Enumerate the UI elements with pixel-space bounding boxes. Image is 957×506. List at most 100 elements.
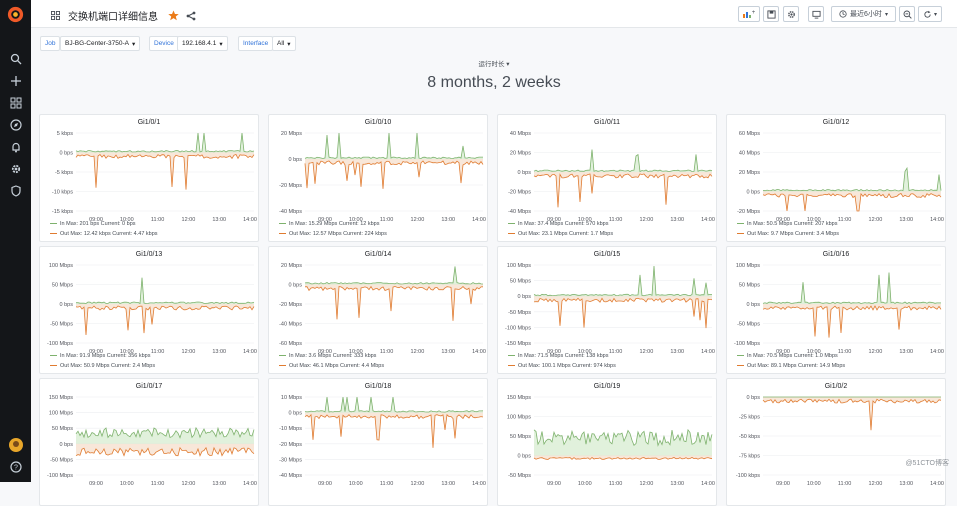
legend-in[interactable]: In Max: 201 bps Current: 0 bps (50, 221, 136, 227)
in-series-line (305, 133, 483, 159)
in-series-line (76, 133, 254, 152)
legend-out-text: Out Max: 12.42 kbps Current: 4.47 kbps (60, 231, 158, 237)
legend-out[interactable]: Out Max: 12.42 kbps Current: 4.47 kbps (50, 231, 158, 237)
shield-icon[interactable] (7, 182, 24, 199)
legend-in[interactable]: In Max: 50.5 Mbps Current: 207 kbps (737, 221, 838, 227)
y-tick-label: -20 Mbps (279, 183, 302, 189)
y-tick-label: 10 Mbps (281, 395, 302, 401)
zoom-out-button[interactable] (899, 6, 915, 22)
panel-title[interactable]: Gi1/0/13 (40, 251, 258, 258)
search-icon[interactable] (7, 50, 24, 67)
dashboard-title-text[interactable]: 交换机端口详细信息 (68, 8, 158, 23)
x-tick-label: 13:00 (670, 217, 684, 223)
y-tick-label: 100 Mbps (49, 411, 73, 417)
tv-mode-button[interactable] (808, 6, 824, 22)
legend-out[interactable]: Out Max: 50.9 Mbps Current: 2.4 Mbps (50, 363, 155, 369)
in-legend-swatch (508, 223, 515, 225)
legend-in-text: In Max: 50.5 Mbps Current: 207 kbps (747, 221, 838, 227)
panel-title[interactable]: Gi1/0/18 (269, 383, 487, 390)
out-series-line (763, 306, 941, 338)
legend-in[interactable]: In Max: 71.5 Mbps Current: 138 kbps (508, 353, 609, 359)
y-tick-label: -100 Mbps (734, 341, 760, 347)
add-panel-button[interactable]: + (738, 6, 760, 22)
legend-out[interactable]: Out Max: 89.1 Mbps Current: 14.9 Mbps (737, 363, 845, 369)
panel-title[interactable]: Gi1/0/15 (498, 251, 716, 258)
legend-out-text: Out Max: 100.1 Mbps Current: 974 kbps (518, 363, 616, 369)
panel-title[interactable]: Gi1/0/17 (40, 383, 258, 390)
legend-in[interactable]: In Max: 70.5 Mbps Current: 1.0 Mbps (737, 353, 838, 359)
save-dashboard-button[interactable] (763, 6, 779, 22)
in-series-line (76, 278, 254, 304)
out-legend-swatch (279, 233, 286, 235)
share-icon[interactable] (186, 11, 196, 21)
dashboard-title[interactable]: 交换机端口详细信息 (51, 8, 196, 23)
y-tick-label: 40 Mbps (739, 151, 760, 157)
legend-out[interactable]: Out Max: 12.57 Mbps Current: 224 kbps (279, 231, 387, 237)
variable-select-device[interactable]: 192.168.4.1 ▾ (177, 36, 228, 51)
panel-title[interactable]: Gi1/0/11 (498, 119, 716, 126)
chevron-down-icon: ▾ (287, 40, 290, 48)
refresh-button[interactable]: ▾ (918, 6, 942, 22)
gear-icon[interactable] (7, 160, 24, 177)
legend-in[interactable]: In Max: 3.6 Mbps Current: 333 kbps (279, 353, 376, 359)
plus-icon[interactable] (7, 72, 24, 89)
legend-in-text: In Max: 15.29 Mbps Current: 12 kbps (289, 221, 380, 227)
in-series-area (534, 150, 712, 173)
x-tick-label: 13:00 (899, 349, 913, 355)
y-tick-label: 0 bps (60, 442, 74, 448)
panel-title[interactable]: Gi1/0/14 (269, 251, 487, 258)
time-range-label: 最近6小时 (850, 9, 882, 19)
panel-title[interactable]: Gi1/0/10 (269, 119, 487, 126)
in-series-area (305, 133, 483, 159)
legend-out[interactable]: Out Max: 9.7 Mbps Current: 3.4 Mbps (737, 231, 839, 237)
legend-out[interactable]: Out Max: 100.1 Mbps Current: 974 kbps (508, 363, 616, 369)
y-tick-label: -30 Mbps (279, 457, 302, 463)
legend-in[interactable]: In Max: 15.29 Mbps Current: 12 kbps (279, 221, 380, 227)
avatar[interactable] (7, 436, 24, 453)
grafana-logo-icon[interactable] (6, 5, 25, 24)
variable-select-interface[interactable]: All ▾ (272, 36, 296, 51)
help-icon[interactable]: ? (7, 458, 24, 475)
legend-out[interactable]: Out Max: 46.1 Mbps Current: 4.4 Mbps (279, 363, 384, 369)
variable-value-job: BJ-BG-Center-3750-A (65, 40, 129, 47)
panel-title[interactable]: Gi1/0/19 (498, 383, 716, 390)
y-tick-label: 0 bps (518, 294, 532, 300)
panel-title[interactable]: Gi1/0/16 (727, 251, 945, 258)
time-range-picker[interactable]: 最近6小时 ▾ (831, 6, 896, 22)
out-legend-swatch (279, 365, 286, 367)
star-icon[interactable] (168, 10, 179, 21)
legend-in[interactable]: In Max: 91.9 Mbps Current: 356 kbps (50, 353, 151, 359)
legend-in[interactable]: In Max: 37.4 Mbps Current: 570 kbps (508, 221, 609, 227)
row-title[interactable]: 运行时长 (478, 61, 504, 68)
panel-title[interactable]: Gi1/0/1 (40, 119, 258, 126)
alerting-bell-icon[interactable] (7, 138, 24, 155)
x-tick-label: 12:00 (182, 217, 196, 223)
legend-out[interactable]: Out Max: 23.1 Mbps Current: 1.7 Mbps (508, 231, 613, 237)
zoom-out-icon (903, 10, 912, 19)
row-header[interactable]: 运行时长 ▾ (31, 58, 957, 70)
explore-icon[interactable] (7, 116, 24, 133)
in-series-line (763, 273, 941, 304)
in-series-area (534, 266, 712, 296)
y-tick-label: -50 Mbps (508, 310, 531, 316)
panel-title[interactable]: Gi1/0/2 (727, 383, 945, 390)
dashboard-settings-button[interactable] (783, 6, 799, 22)
in-legend-swatch (508, 355, 515, 357)
panel-title[interactable]: Gi1/0/12 (727, 119, 945, 126)
dashboards-icon[interactable] (7, 94, 24, 111)
y-tick-label: -60 Mbps (279, 341, 302, 347)
variable-select-job[interactable]: BJ-BG-Center-3750-A ▾ (60, 36, 140, 51)
